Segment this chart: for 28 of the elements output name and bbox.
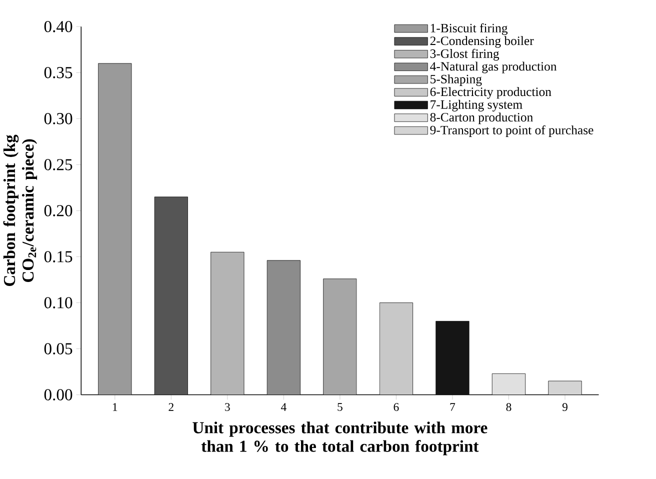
- y-tick-label: 0.40: [44, 21, 72, 32]
- x-axis-title: Unit processes that contribute with more than 1 % to the total carbon footprint: [192, 422, 488, 456]
- y-tick-label: 0.20: [44, 205, 72, 217]
- legend-label: 8-Carton production: [430, 112, 533, 124]
- y-tick-label: 0.35: [44, 67, 72, 78]
- y-tick-label: 0.05: [44, 343, 72, 355]
- x-tick-label: 4: [280, 403, 286, 412]
- x-tick-label: 8: [506, 403, 512, 412]
- legend-label: 6-Electricity production: [430, 87, 552, 99]
- legend-label: 3-Glost firing: [430, 49, 500, 61]
- x-tick-label: 5: [338, 403, 342, 412]
- x-tick-label: 9: [562, 403, 568, 412]
- y-tick-label: 0.10: [44, 297, 72, 309]
- legend-label: 7-Lighting system: [430, 100, 522, 112]
- legend-label: 5-Shaping: [430, 74, 482, 86]
- y-tick-label: 0.00: [44, 389, 72, 401]
- legend-label: 1-Biscuit firing: [430, 24, 508, 36]
- x-tick-label: 1: [112, 403, 118, 412]
- legend-label: 2-Condensing boiler: [430, 36, 534, 48]
- legend-label: 4-Natural gas production: [430, 62, 557, 74]
- legend-label: 9-Transport to point of purchase: [430, 126, 594, 138]
- y-tick-label: 0.25: [44, 159, 72, 171]
- y-tick-label: 0.15: [44, 251, 72, 263]
- x-tick-label: 3: [225, 403, 230, 412]
- y-tick-label: 0.30: [44, 113, 72, 124]
- x-tick-label: 2: [168, 403, 174, 412]
- x-tick-label: 7: [450, 403, 456, 412]
- x-tick-label: 6: [394, 403, 399, 412]
